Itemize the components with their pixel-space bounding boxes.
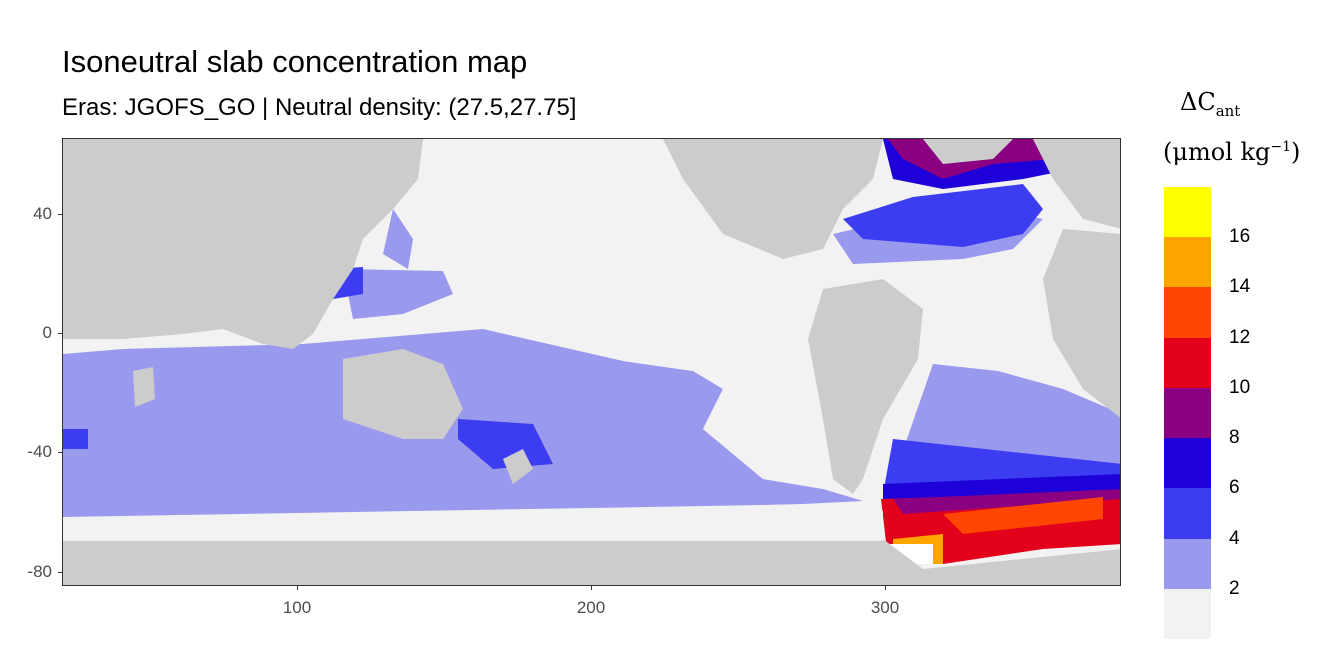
legend-label: 10 (1229, 376, 1251, 398)
ytick-label-neg80: -80 (27, 562, 52, 581)
ytick-mark-0 (58, 333, 62, 334)
chart-title: Isoneutral slab concentration map (62, 44, 528, 79)
legend-colorbar (1164, 187, 1211, 640)
region-tasman-4-6 (458, 419, 553, 469)
region-west-pacific (343, 269, 453, 319)
legend-swatch (1164, 337, 1211, 389)
legend-title: ΔCant (1180, 88, 1241, 120)
legend-swatch (1164, 287, 1211, 339)
land-africa-east (1043, 229, 1120, 418)
legend-swatch (1164, 438, 1211, 489)
legend-label: 6 (1229, 477, 1240, 499)
region-southern-8-10 (893, 489, 1120, 514)
legend-label: 12 (1229, 326, 1251, 348)
land-eurasia (63, 139, 423, 349)
legend-swatch (1164, 237, 1211, 288)
xtick-mark-100 (297, 586, 298, 590)
southern-nodata-band (63, 501, 883, 541)
region-nw-pacific (383, 209, 413, 269)
ytick-label-0: 0 (42, 323, 52, 342)
legend-label: 8 (1229, 427, 1240, 449)
legend-label: 16 (1229, 226, 1251, 248)
region-indian-west-6-8 (63, 429, 88, 449)
ytick-label-neg40: -40 (27, 442, 52, 461)
legend-swatch (1164, 538, 1211, 590)
ytick-mark-neg40 (58, 452, 62, 453)
land-madagascar (133, 367, 155, 407)
legend-unit: (μmol kg−1) (1163, 138, 1301, 166)
concentration-layer (63, 139, 1120, 564)
xtick-mark-200 (591, 586, 592, 590)
land-layer (63, 139, 1120, 585)
legend-swatch (1164, 488, 1211, 540)
land-antarctica (63, 539, 1120, 585)
chart-subtitle: Eras: JGOFS_GO | Neutral density: (27.5,… (62, 94, 577, 121)
legend-label: 4 (1229, 527, 1240, 549)
map-heatmap (63, 139, 1120, 585)
legend-swatch (1164, 187, 1211, 238)
legend-label: 14 (1229, 276, 1251, 298)
ytick-mark-40 (58, 214, 62, 215)
ytick-mark-neg80 (58, 572, 62, 573)
xtick-mark-300 (885, 586, 886, 590)
xtick-label-200: 200 (576, 598, 606, 617)
region-southern-12-14 (943, 497, 1103, 534)
legend-label: 2 (1229, 577, 1240, 599)
xtick-label-300: 300 (870, 598, 900, 617)
land-australia (343, 349, 463, 439)
ytick-label-40: 40 (33, 204, 52, 223)
land-europe (1033, 139, 1120, 229)
legend-swatch (1164, 588, 1211, 640)
land-africa-west (63, 139, 93, 299)
land-new-zealand (503, 449, 533, 484)
region-north-atlantic-4-6 (843, 184, 1043, 247)
land-south-america (808, 279, 923, 494)
land-greenland (923, 139, 1013, 164)
map-panel (62, 138, 1121, 586)
xtick-label-100: 100 (282, 598, 312, 617)
central-pacific-nodata (623, 289, 823, 489)
legend-swatch (1164, 387, 1211, 439)
land-north-america (663, 139, 883, 259)
